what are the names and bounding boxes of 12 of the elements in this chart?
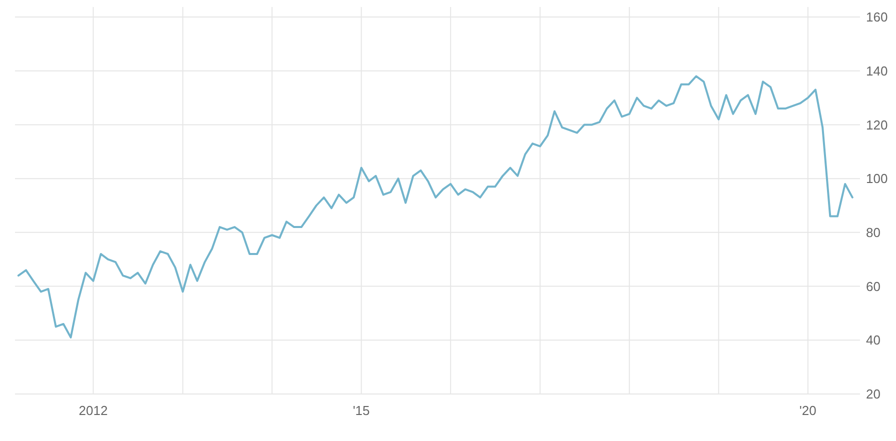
x-tick-label: '15 [352, 403, 370, 418]
y-tick-label: 120 [866, 117, 888, 132]
y-tick-label: 80 [866, 224, 880, 240]
y-tick-label: 60 [866, 278, 880, 294]
y-tick-label: 40 [866, 332, 880, 348]
y-tick-label: 140 [866, 63, 888, 78]
line-series [17, 75, 854, 338]
x-tick-label: 2012 [78, 403, 108, 418]
y-tick-label: 160 [866, 10, 888, 25]
y-tick-label: 100 [866, 171, 888, 186]
y-tick-label: 20 [866, 386, 880, 402]
x-tick-label: '20 [799, 403, 816, 418]
